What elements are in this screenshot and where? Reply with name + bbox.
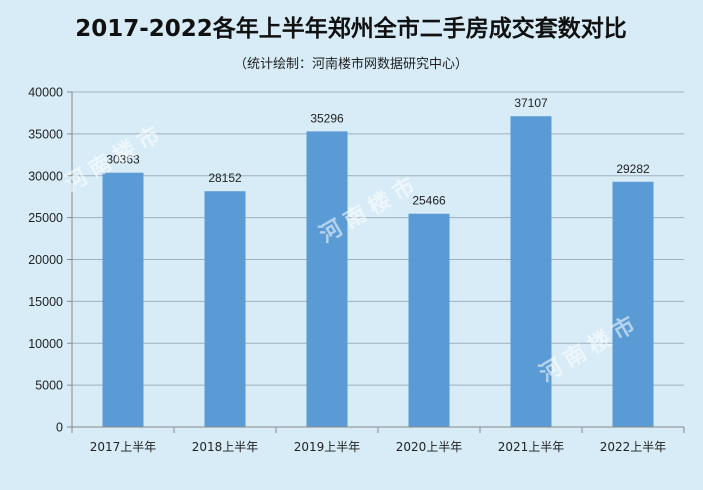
x-tick-label: 2017上半年 [90,440,157,454]
x-tick-label: 2022上半年 [600,440,667,454]
y-tick-label: 20000 [28,253,63,267]
axes: 0 5000 10000 15000 20000 25000 30000 35000 40000… [28,86,685,454]
watermarks: 河南楼市 河南楼市 河南楼市 [60,119,645,388]
y-tick-label: 15000 [28,295,63,309]
data-label: 29282 [616,162,650,176]
chart-title: 2017-2022各年上半年郑州全市二手房成交套数对比 [75,15,627,42]
bars [102,116,654,427]
y-tick-label: 40000 [28,86,63,100]
y-tick-label: 5000 [35,379,63,393]
x-tick-label: 2018上半年 [192,440,259,454]
y-tick-label: 35000 [28,127,63,141]
y-tick-label: 25000 [28,211,63,225]
chart-subtitle: （统计绘制：河南楼市网数据研究中心） [234,56,468,72]
x-tick-label: 2021上半年 [498,440,565,454]
bar [102,172,144,427]
x-tick-label: 2020上半年 [396,440,463,454]
data-label: 30363 [106,153,140,167]
data-labels: 30363 28152 35296 25466 37107 29282 [106,96,650,207]
data-label: 28152 [208,171,242,185]
bar [612,181,654,427]
bar [204,191,246,427]
data-label: 25466 [412,194,446,208]
bar [306,131,348,427]
x-tick-label: 2019上半年 [294,440,361,454]
data-label: 35296 [310,111,344,125]
y-tick-label: 30000 [28,169,63,183]
data-label: 37107 [514,96,548,110]
bar [510,116,552,427]
gridlines [72,91,684,386]
y-tick-label: 10000 [28,337,63,351]
y-tick-label: 0 [56,421,63,435]
bar [408,213,450,427]
